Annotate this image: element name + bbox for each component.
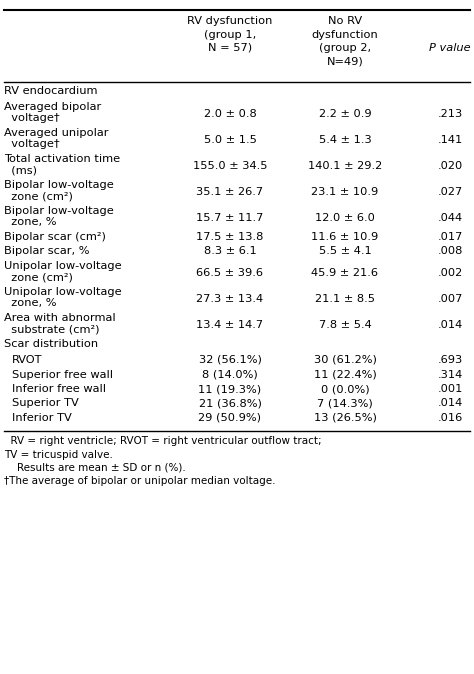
Text: 45.9 ± 21.6: 45.9 ± 21.6 xyxy=(311,268,379,278)
Text: .002: .002 xyxy=(438,268,463,278)
Text: RV endocardium: RV endocardium xyxy=(4,86,98,96)
Text: 13 (26.5%): 13 (26.5%) xyxy=(314,413,376,423)
Text: 5.4 ± 1.3: 5.4 ± 1.3 xyxy=(319,135,371,146)
Text: Bipolar scar (cm²): Bipolar scar (cm²) xyxy=(4,232,106,242)
Text: Bipolar low-voltage
  zone (cm²): Bipolar low-voltage zone (cm²) xyxy=(4,180,114,202)
Text: .213: .213 xyxy=(438,109,463,119)
Text: 2.0 ± 0.8: 2.0 ± 0.8 xyxy=(204,109,256,119)
Text: .014: .014 xyxy=(438,320,463,330)
Text: †The average of bipolar or unipolar median voltage.: †The average of bipolar or unipolar medi… xyxy=(4,475,275,485)
Text: Area with abnormal
  substrate (cm²): Area with abnormal substrate (cm²) xyxy=(4,313,116,334)
Text: 11 (19.3%): 11 (19.3%) xyxy=(199,384,262,394)
Text: Unipolar low-voltage
  zone, %: Unipolar low-voltage zone, % xyxy=(4,287,122,308)
Text: P value: P value xyxy=(429,43,471,53)
Text: 27.3 ± 13.4: 27.3 ± 13.4 xyxy=(196,295,264,304)
Text: 35.1 ± 26.7: 35.1 ± 26.7 xyxy=(196,187,264,197)
Text: .007: .007 xyxy=(438,295,463,304)
Text: Averaged unipolar
  voltage†: Averaged unipolar voltage† xyxy=(4,128,109,149)
Text: .314: .314 xyxy=(438,369,463,379)
Text: 155.0 ± 34.5: 155.0 ± 34.5 xyxy=(193,161,267,171)
Text: Inferior free wall: Inferior free wall xyxy=(12,384,106,394)
Text: 0 (0.0%): 0 (0.0%) xyxy=(321,384,369,394)
Text: N=49): N=49) xyxy=(327,57,364,67)
Text: No RV: No RV xyxy=(328,16,362,26)
Text: Total activation time
  (ms): Total activation time (ms) xyxy=(4,154,120,175)
Text: .693: .693 xyxy=(438,355,463,365)
Text: 15.7 ± 11.7: 15.7 ± 11.7 xyxy=(196,213,264,223)
Text: 7.8 ± 5.4: 7.8 ± 5.4 xyxy=(319,320,371,330)
Text: 32 (56.1%): 32 (56.1%) xyxy=(199,355,262,365)
Text: 13.4 ± 14.7: 13.4 ± 14.7 xyxy=(196,320,264,330)
Text: (group 1,: (group 1, xyxy=(204,30,256,40)
Text: Bipolar scar, %: Bipolar scar, % xyxy=(4,247,90,257)
Text: Averaged bipolar
  voltage†: Averaged bipolar voltage† xyxy=(4,102,101,123)
Text: 21.1 ± 8.5: 21.1 ± 8.5 xyxy=(315,295,375,304)
Text: RV = right ventricle; RVOT = right ventricular outflow tract;: RV = right ventricle; RVOT = right ventr… xyxy=(4,437,322,446)
Text: Superior free wall: Superior free wall xyxy=(12,369,113,379)
Text: Inferior TV: Inferior TV xyxy=(12,413,72,423)
Text: .020: .020 xyxy=(438,161,463,171)
Text: Unipolar low-voltage
  zone (cm²): Unipolar low-voltage zone (cm²) xyxy=(4,261,122,282)
Text: 140.1 ± 29.2: 140.1 ± 29.2 xyxy=(308,161,382,171)
Text: .027: .027 xyxy=(438,187,463,197)
Text: Results are mean ± SD or n (%).: Results are mean ± SD or n (%). xyxy=(4,462,186,472)
Text: 66.5 ± 39.6: 66.5 ± 39.6 xyxy=(197,268,264,278)
Text: (group 2,: (group 2, xyxy=(319,43,371,53)
Text: 5.0 ± 1.5: 5.0 ± 1.5 xyxy=(203,135,256,146)
Text: 23.1 ± 10.9: 23.1 ± 10.9 xyxy=(311,187,379,197)
Text: 8 (14.0%): 8 (14.0%) xyxy=(202,369,258,379)
Text: Scar distribution: Scar distribution xyxy=(4,339,98,349)
Text: 12.0 ± 6.0: 12.0 ± 6.0 xyxy=(315,213,375,223)
Text: 29 (50.9%): 29 (50.9%) xyxy=(199,413,262,423)
Text: 11.6 ± 10.9: 11.6 ± 10.9 xyxy=(311,232,379,242)
Text: 8.3 ± 6.1: 8.3 ± 6.1 xyxy=(204,247,256,257)
Text: 21 (36.8%): 21 (36.8%) xyxy=(199,398,262,408)
Text: .044: .044 xyxy=(438,213,463,223)
Text: RVOT: RVOT xyxy=(12,355,43,365)
Text: 17.5 ± 13.8: 17.5 ± 13.8 xyxy=(196,232,264,242)
Text: TV = tricuspid valve.: TV = tricuspid valve. xyxy=(4,450,113,460)
Text: Superior TV: Superior TV xyxy=(12,398,79,408)
Text: 5.5 ± 4.1: 5.5 ± 4.1 xyxy=(319,247,371,257)
Text: 2.2 ± 0.9: 2.2 ± 0.9 xyxy=(319,109,371,119)
Text: .141: .141 xyxy=(438,135,463,146)
Text: .014: .014 xyxy=(438,398,463,408)
Text: .008: .008 xyxy=(438,247,463,257)
Text: N = 57): N = 57) xyxy=(208,43,252,53)
Text: RV dysfunction: RV dysfunction xyxy=(187,16,273,26)
Text: dysfunction: dysfunction xyxy=(311,30,378,40)
Text: 11 (22.4%): 11 (22.4%) xyxy=(314,369,376,379)
Text: .016: .016 xyxy=(438,413,463,423)
Text: 7 (14.3%): 7 (14.3%) xyxy=(317,398,373,408)
Text: 30 (61.2%): 30 (61.2%) xyxy=(314,355,376,365)
Text: Bipolar low-voltage
  zone, %: Bipolar low-voltage zone, % xyxy=(4,206,114,227)
Text: .001: .001 xyxy=(438,384,463,394)
Text: .017: .017 xyxy=(438,232,463,242)
